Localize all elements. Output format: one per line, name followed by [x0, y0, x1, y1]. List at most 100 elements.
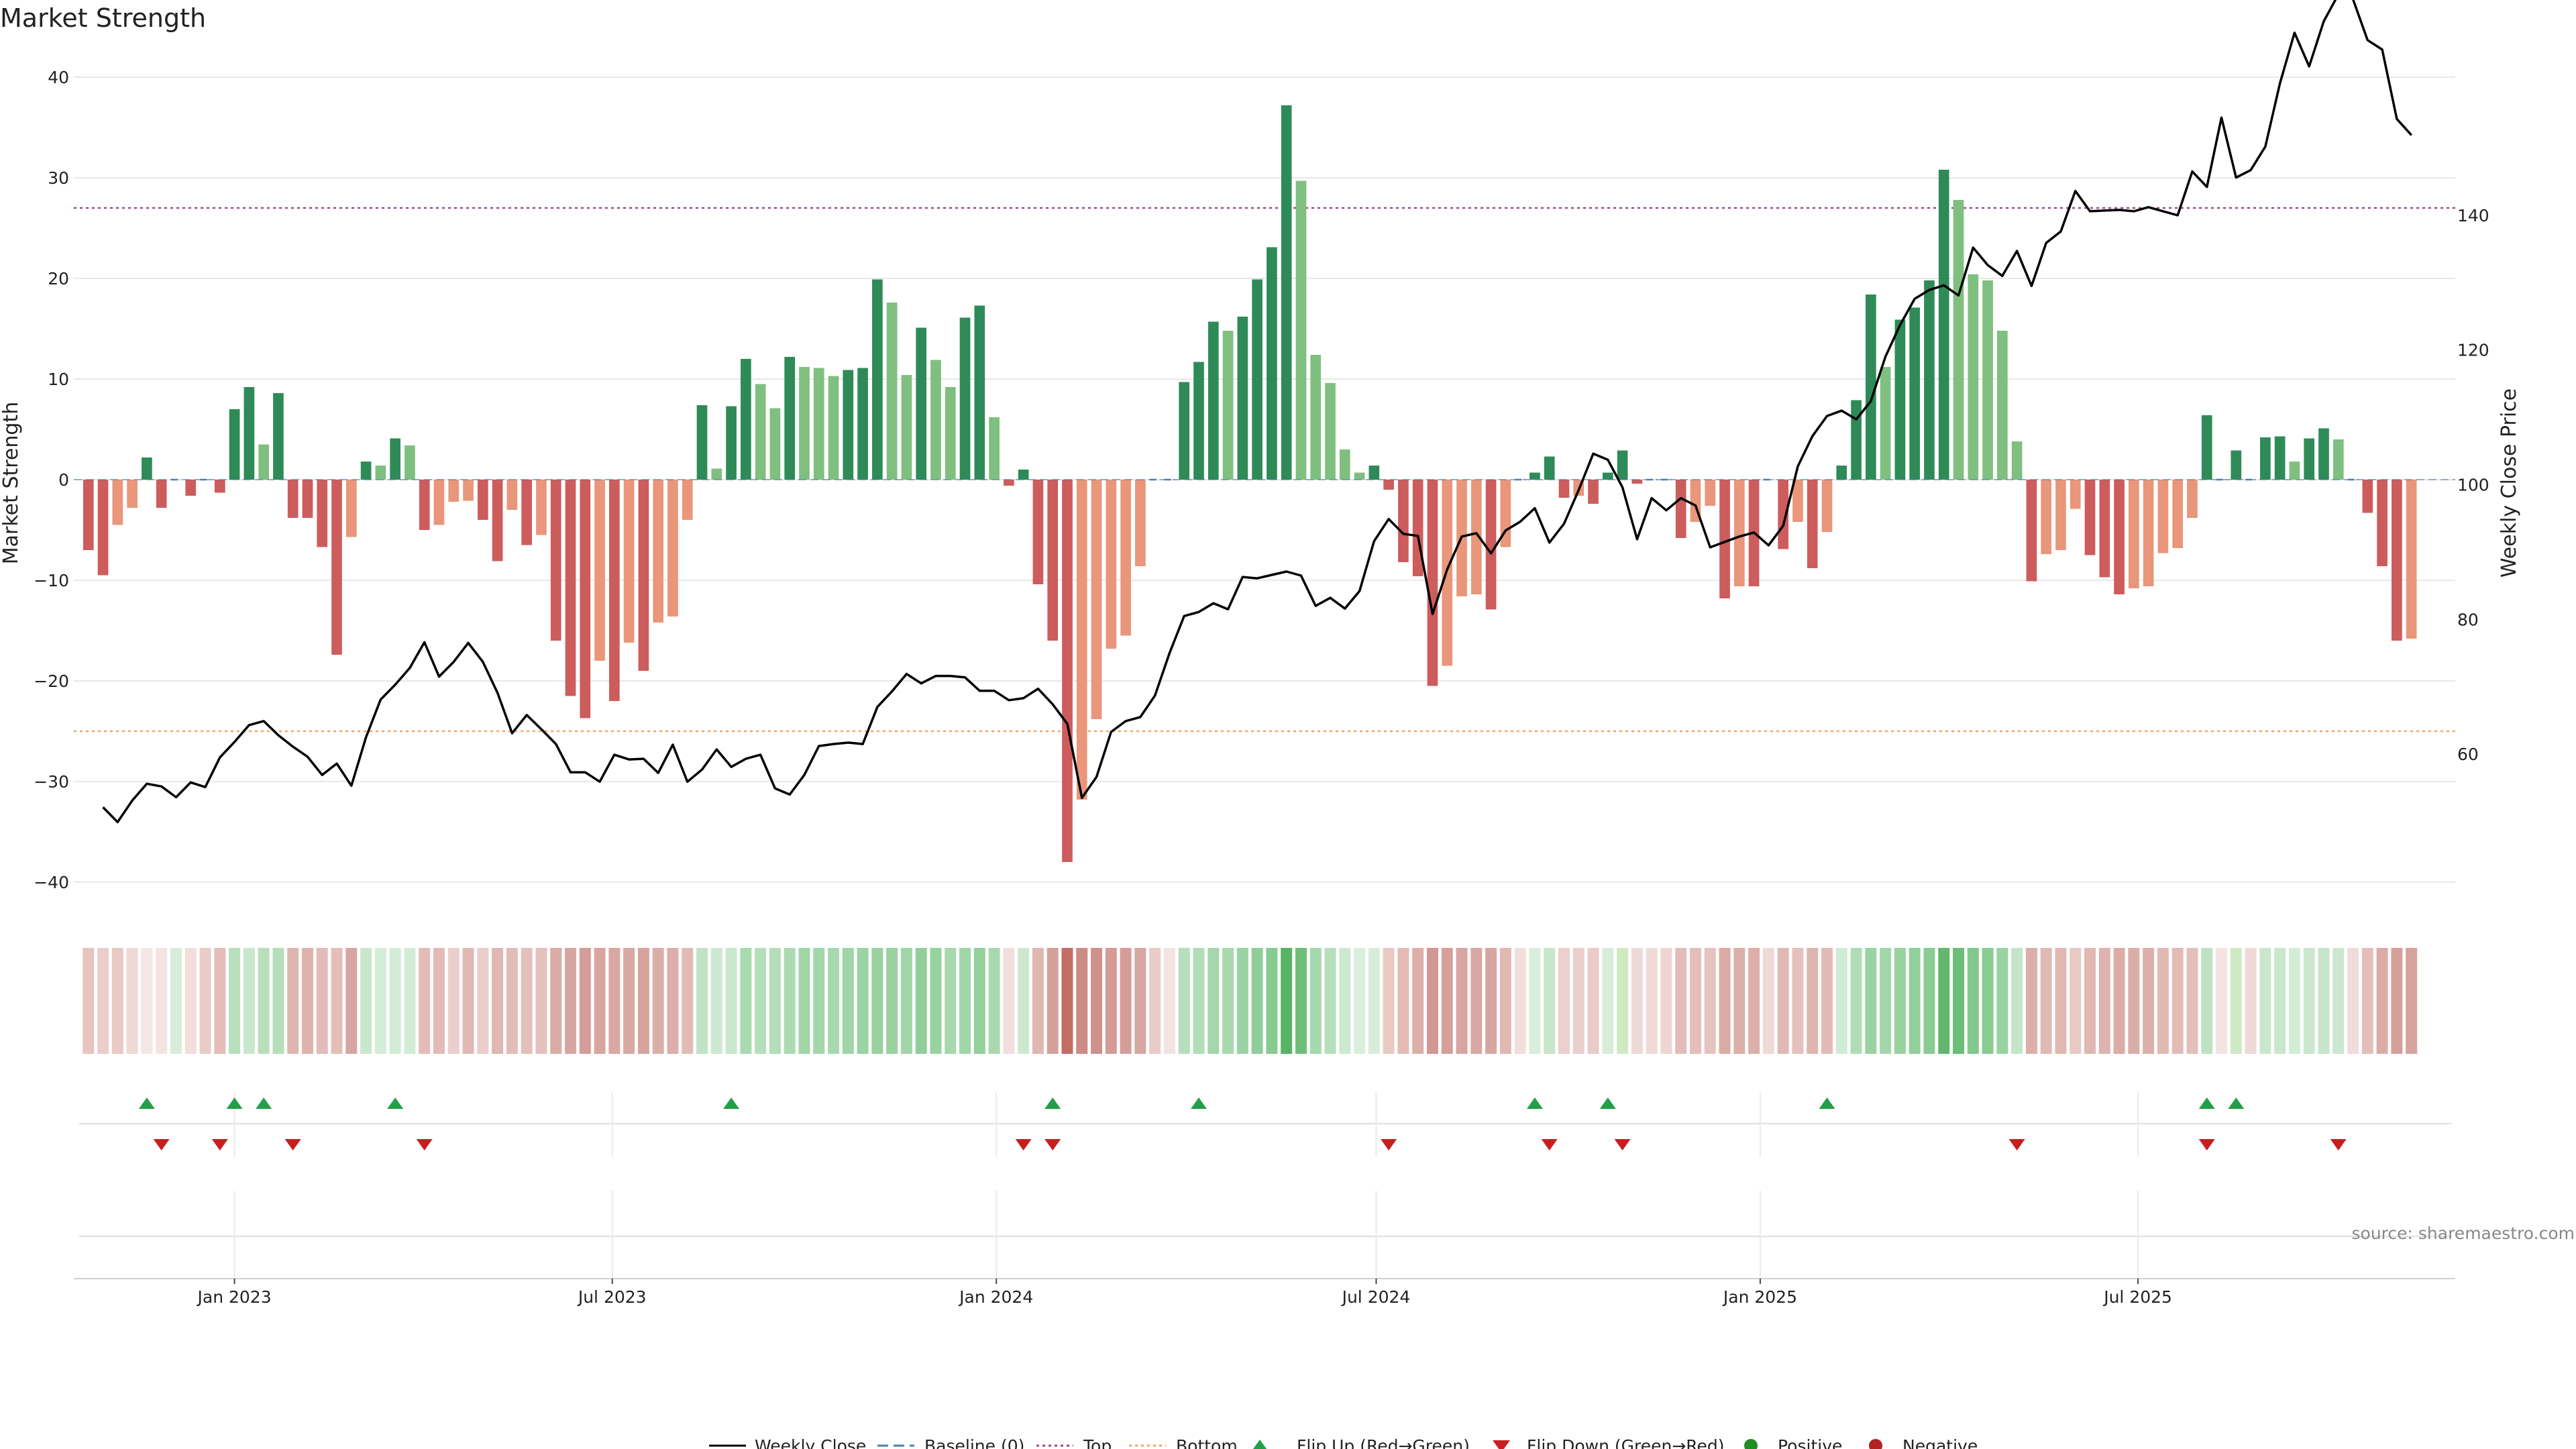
strip-cell [988, 948, 1000, 1054]
strip-cell [156, 948, 168, 1054]
strength-bar [287, 480, 299, 518]
strength-bar [273, 393, 284, 480]
strength-bar [2084, 480, 2096, 555]
strip-cell [258, 948, 270, 1054]
strip-cell [331, 948, 343, 1054]
strength-bar [1295, 180, 1307, 480]
strip-cell [1923, 948, 1935, 1054]
strength-bar [2318, 428, 2329, 480]
flip-up-marker [387, 1097, 404, 1109]
y-tick-label: 10 [48, 370, 69, 389]
strip-cell [1003, 948, 1015, 1054]
strip-cell [2288, 948, 2300, 1054]
strength-bar [769, 408, 781, 480]
strip-cell [1120, 948, 1132, 1054]
legend-flip-down-label: Flip Down (Green→Red) [1527, 1436, 1725, 1449]
y2-tick-label: 80 [2457, 610, 2479, 629]
strength-bar [2114, 480, 2125, 594]
strength-bar [1617, 450, 1628, 480]
flip-up-marker [2228, 1097, 2245, 1109]
strength-bar [1544, 456, 1555, 480]
strength-bar [258, 444, 269, 480]
strip-cell [2332, 948, 2345, 1054]
strip-cell [1777, 948, 1789, 1054]
source-note: source: sharemaestro.com [2352, 1224, 2575, 1243]
strength-bar [872, 279, 883, 480]
flip-down-marker [2008, 1139, 2025, 1150]
strip-cell [2025, 948, 2037, 1054]
flip-up-marker [1526, 1097, 1543, 1109]
strength-bar [843, 370, 854, 480]
strength-bar [477, 480, 488, 520]
strength-bar [2041, 480, 2052, 554]
strength-bar [726, 406, 737, 480]
strip-cell [900, 948, 912, 1054]
strip-cell [1514, 948, 1526, 1054]
strength-bar [1106, 480, 1117, 649]
strip-cell [2318, 948, 2330, 1054]
strip-cell [2040, 948, 2052, 1054]
strip-cell [1397, 948, 1409, 1054]
strength-bar [1588, 480, 1599, 504]
strip-cell [1529, 948, 1541, 1054]
strip-cell [1938, 948, 1950, 1054]
strength-bar [2304, 438, 2315, 480]
strength-bar [813, 368, 824, 480]
strip-cell [2201, 948, 2213, 1054]
strip-cell [2406, 948, 2418, 1054]
y2-tick-label: 140 [2457, 206, 2489, 225]
strip-cell [1953, 948, 1965, 1054]
strip-cell [2347, 948, 2359, 1054]
strength-bar [302, 480, 313, 518]
strength-bar [2026, 480, 2037, 582]
strength-bar [2172, 480, 2184, 548]
strength-bars [74, 105, 2455, 862]
strip-cell [1295, 948, 1307, 1054]
strength-bar [799, 367, 810, 480]
strength-bar [1997, 331, 2008, 480]
strip-cell [2230, 948, 2242, 1054]
strip-cell [1236, 948, 1248, 1054]
strength-bar [463, 480, 474, 501]
strip-cell [1835, 948, 1847, 1054]
strength-bar [2099, 480, 2110, 578]
strip-cell [1821, 948, 1833, 1054]
strength-bar [1076, 480, 1087, 800]
flip-up-marker [1190, 1097, 1207, 1109]
strip-cell [1309, 948, 1322, 1054]
x-axis: Jan 2023 Jul 2023 Jan 2024 Jul 2024 Jan 2025… [74, 1278, 2455, 1307]
strip-cell [740, 948, 752, 1054]
flip-down-marker [284, 1139, 301, 1150]
strength-bar [2201, 415, 2212, 480]
strip-cell [1208, 948, 1220, 1054]
strength-bar [492, 480, 503, 561]
strength-bar [1354, 472, 1365, 480]
strength-bar [1368, 466, 1380, 480]
strength-bar [1179, 382, 1190, 480]
flip-up-marker [1599, 1097, 1616, 1109]
flip-up-marker [2198, 1097, 2215, 1109]
flip-down-marker [1541, 1139, 1558, 1150]
strip-cell [535, 948, 547, 1054]
legend-bottom-label: Bottom [1176, 1436, 1238, 1449]
strip-cell [184, 948, 197, 1054]
strength-bar [711, 468, 722, 480]
strip-cell [1909, 948, 1921, 1054]
strength-heat-strip [83, 948, 2418, 1054]
strip-cell [623, 948, 635, 1054]
strength-bar [1281, 105, 1292, 480]
strip-cell [1996, 948, 2008, 1054]
strength-bar [1485, 480, 1497, 610]
strip-cell [2245, 948, 2257, 1054]
strip-cell [2274, 948, 2286, 1054]
strip-cell [2070, 948, 2082, 1054]
strip-cell [287, 948, 299, 1054]
y-axis-right-ticks: 140 120 100 80 60 [2457, 206, 2489, 764]
strip-cell [769, 948, 781, 1054]
strength-bar [1208, 321, 1219, 480]
strength-bar [930, 360, 941, 480]
strength-bar [1135, 480, 1146, 566]
strip-cell [1368, 948, 1380, 1054]
strength-bar [1909, 307, 1921, 480]
strip-cell [842, 948, 854, 1054]
